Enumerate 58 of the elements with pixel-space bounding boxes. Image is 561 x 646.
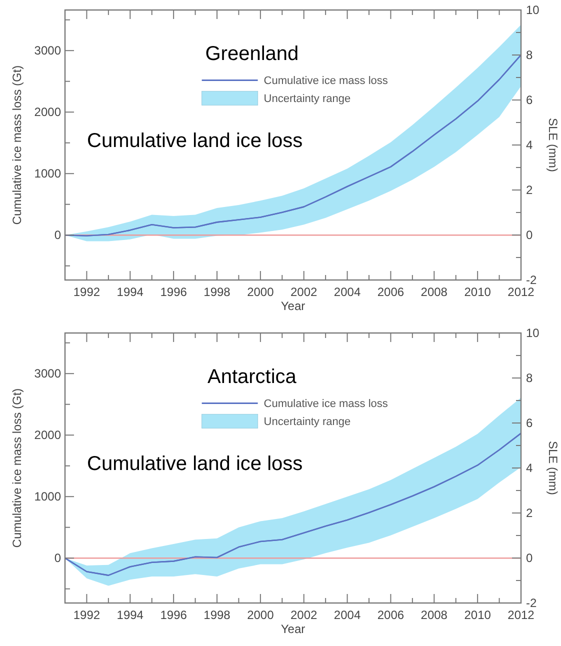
x-tick-label: 1994: [116, 285, 144, 299]
y2-tick-label: 4: [526, 138, 533, 152]
y2-tick-label: 4: [526, 461, 533, 475]
y2-tick-label: 0: [526, 228, 533, 242]
x-tick-label: 1996: [160, 285, 188, 299]
y2-tick-label: 2: [526, 506, 533, 520]
x-tick-label: 2008: [420, 608, 448, 622]
y-tick-label: 3000: [34, 44, 62, 58]
y2-tick-label: -2: [526, 596, 537, 610]
y2-tick-label: 6: [526, 93, 533, 107]
x-tick-label: 2000: [247, 608, 274, 622]
y2-axis-title: SLE (mm): [546, 441, 560, 496]
y2-tick-label: 10: [526, 326, 540, 340]
y2-axis-title: SLE (mm): [546, 118, 560, 172]
y-tick-label: 1000: [34, 490, 62, 504]
x-tick-label: 2010: [464, 608, 492, 622]
y2-tick-label: 0: [526, 551, 533, 565]
x-tick-label: 1992: [73, 285, 100, 299]
x-tick-label: 1992: [73, 608, 100, 622]
text: Antarctica: [207, 366, 298, 388]
x-tick-label: 2004: [334, 608, 361, 622]
text: Cumulative ice mass loss: [264, 398, 388, 410]
y2-tick-label: 8: [526, 48, 533, 62]
y-tick-label: 1000: [34, 166, 62, 181]
x-tick-label: 1996: [160, 608, 188, 622]
x-tick-label: 2012: [508, 608, 535, 622]
y2-tick-label: -2: [526, 273, 537, 287]
y-axis-title: Cumulative ice mass loss (Gt): [10, 65, 24, 225]
y-tick-label: 0: [54, 228, 62, 242]
x-tick-label: 2006: [377, 608, 404, 622]
x-tick-label: 2002: [290, 285, 318, 299]
x-tick-label: 1998: [204, 285, 231, 299]
annotation: Uncertainty range: [264, 416, 351, 428]
x-tick-label: 2010: [464, 285, 492, 299]
y2-tick-label: 6: [526, 416, 533, 430]
text: Greenland: [205, 43, 299, 65]
y-tick-label: 2000: [34, 428, 62, 442]
annotation: Cumulative land ice loss: [87, 453, 303, 475]
y2-tick-label: 10: [526, 3, 540, 17]
y-axis-title: Cumulative ice mass loss (Gt): [10, 388, 24, 548]
y-tick-label: 2000: [34, 105, 62, 120]
x-tick-label: 1998: [204, 608, 231, 622]
x-axis-title: Year: [280, 299, 306, 313]
y-tick-label: 3000: [34, 366, 62, 381]
x-tick-label: 2006: [377, 285, 404, 299]
x-tick-label: 2002: [290, 608, 318, 622]
text: Cumulative ice mass loss: [264, 75, 388, 88]
x-tick-label: 2004: [334, 285, 361, 299]
y2-tick-label: 8: [526, 371, 533, 385]
y2-tick-label: 2: [526, 183, 533, 197]
annotation: Uncertainty range: [264, 93, 351, 106]
x-axis-title: Year: [280, 622, 306, 636]
x-tick-label: 1994: [116, 608, 144, 622]
x-tick-label: 2008: [420, 285, 448, 299]
x-tick-label: 2000: [247, 285, 274, 299]
y-tick-label: 0: [54, 551, 62, 566]
annotation: Cumulative land ice loss: [87, 130, 303, 152]
x-tick-label: 2012: [508, 285, 535, 299]
